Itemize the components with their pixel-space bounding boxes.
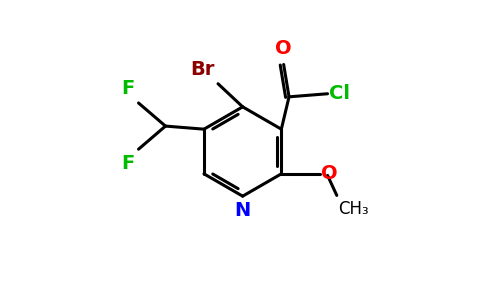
Text: CH₃: CH₃ <box>338 200 369 218</box>
Text: Cl: Cl <box>329 84 350 103</box>
Text: F: F <box>121 80 135 98</box>
Text: Br: Br <box>191 60 215 79</box>
Text: O: O <box>274 39 291 58</box>
Text: N: N <box>235 201 251 220</box>
Text: F: F <box>121 154 135 173</box>
Text: O: O <box>320 164 337 183</box>
